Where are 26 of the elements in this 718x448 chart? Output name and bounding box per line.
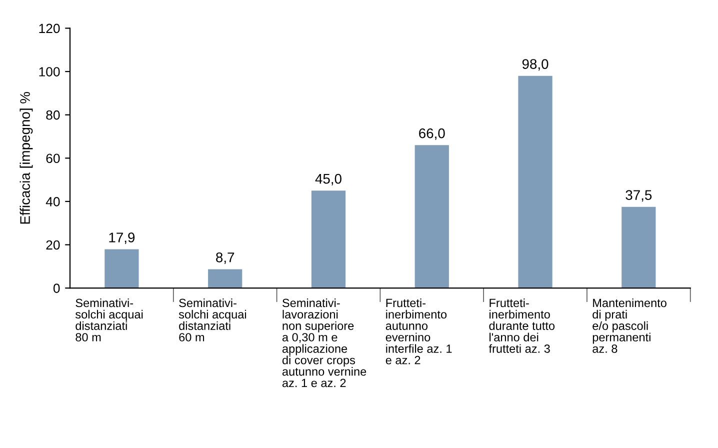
y-axis-title: Efficacia [impegno] % bbox=[20, 92, 33, 224]
data-label: 45,0 bbox=[315, 174, 342, 186]
bar bbox=[311, 190, 346, 288]
bar bbox=[104, 249, 139, 288]
y-tick-label: 120 bbox=[39, 24, 60, 34]
y-tick-label: 80 bbox=[46, 110, 60, 120]
y-tick-label: 60 bbox=[46, 154, 60, 164]
x-tick-label: Mantenimento di prati e/o pascoli permanenti az. 8 bbox=[592, 298, 666, 353]
y-tick-label: 20 bbox=[46, 240, 60, 250]
data-label: 66,0 bbox=[419, 128, 445, 140]
bar bbox=[518, 76, 552, 288]
data-label: 8,7 bbox=[216, 252, 234, 264]
x-tick-label: Frutteti- inerbimento autunno evernino interfile az. 1 e az. 2 bbox=[386, 298, 452, 364]
data-label: 37,5 bbox=[626, 190, 652, 202]
data-label: 17,9 bbox=[109, 232, 135, 244]
y-tick-label: 0 bbox=[53, 284, 60, 293]
x-tick-label: Frutteti- inerbimento durante tutto l'anno dei frutteti az. 3 bbox=[488, 298, 555, 353]
x-tick-label: Seminativi- solchi acquai distanziati 60 m bbox=[178, 298, 246, 342]
y-tick-label: 40 bbox=[46, 197, 60, 206]
bar bbox=[414, 145, 449, 288]
bar bbox=[208, 269, 242, 288]
y-tick-label: 100 bbox=[39, 67, 60, 76]
bar bbox=[622, 206, 656, 288]
x-tick-label: Seminativi- lavorazioni non superiore a 0,30 m e applicazione di cover crops autunno vernine az. 1 e az. 2 bbox=[282, 298, 366, 388]
x-tick-label: Seminativi- solchi acquai distanziati 80 m bbox=[76, 298, 143, 342]
data-label: 98,0 bbox=[522, 59, 548, 71]
